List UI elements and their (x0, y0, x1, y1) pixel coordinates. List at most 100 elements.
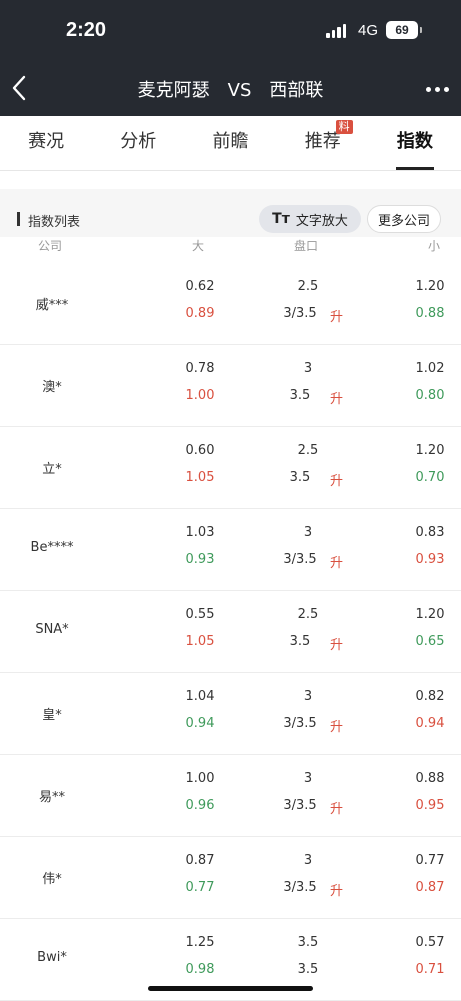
table-row[interactable]: 皇* 1.04 0.94 3 3/3.5 升 0.82 0.94 (0, 673, 461, 755)
text-zoom-button[interactable]: Tт 文字放大 (259, 205, 361, 233)
handicap-trend: 升 (330, 884, 344, 899)
handicap-current: 3.5 (289, 388, 311, 403)
big-odds-current: 0.94 (185, 716, 215, 731)
handicap-trend: 升 (330, 556, 344, 571)
tab-label: 指数 (396, 131, 433, 152)
handicap-initial: 3.5 (297, 935, 319, 950)
small-odds-current: 0.70 (415, 470, 445, 485)
handicap-initial: 2.5 (297, 443, 319, 458)
nav-bar: 麦克阿瑟 VS 西部联 (0, 60, 461, 116)
big-odds-initial: 1.04 (185, 689, 215, 704)
status-time: 2:20 (66, 19, 107, 41)
big-odds-current: 0.93 (185, 552, 215, 567)
handicap-initial: 3 (303, 689, 313, 704)
tab-bar: 赛况 分析 前瞻 推荐料 指数 (0, 116, 461, 171)
table-row[interactable]: SNA* 0.55 1.05 2.5 3.5 升 1.20 0.65 (0, 591, 461, 673)
handicap-initial: 3 (303, 771, 313, 786)
section-marker (17, 212, 20, 226)
big-odds-current: 0.77 (185, 880, 215, 895)
col-small: 小 (428, 239, 441, 253)
more-options-icon[interactable] (426, 87, 449, 92)
big-odds-initial: 0.87 (185, 853, 215, 868)
table-row[interactable]: 澳* 0.78 1.00 3 3.5 升 1.02 0.80 (0, 345, 461, 427)
home-team: 麦克阿瑟 (137, 80, 210, 101)
small-odds-initial: 0.82 (415, 689, 445, 704)
handicap-current: 3.5 (289, 470, 311, 485)
big-odds-current: 0.96 (185, 798, 215, 813)
section-header: 指数列表 Tт 文字放大 更多公司 (0, 189, 461, 237)
table-row[interactable]: 威*** 0.62 0.89 2.5 3/3.5 升 1.20 0.88 (0, 263, 461, 345)
small-odds-current: 0.71 (415, 962, 445, 977)
home-indicator (148, 986, 313, 991)
col-handicap: 盘口 (294, 239, 319, 253)
tab-live[interactable]: 赛况 (0, 116, 92, 170)
column-header: 公司 大 盘口 小 (0, 237, 461, 263)
company-name: SNA* (35, 622, 69, 637)
company-name: 澳* (42, 380, 62, 395)
table-row[interactable]: Be**** 1.03 0.93 3 3/3.5 升 0.83 0.93 (0, 509, 461, 591)
handicap-trend: 升 (330, 474, 344, 489)
small-odds-initial: 0.57 (415, 935, 445, 950)
big-odds-initial: 0.55 (185, 607, 215, 622)
handicap-current: 3.5 (297, 962, 319, 977)
company-name: 皇* (42, 708, 62, 723)
handicap-initial: 2.5 (297, 607, 319, 622)
status-bar: 2:20 4G 69 (0, 0, 461, 60)
big-odds-initial: 1.00 (185, 771, 215, 786)
small-odds-initial: 1.20 (415, 607, 445, 622)
handicap-initial: 3 (303, 361, 313, 376)
handicap-current: 3/3.5 (283, 306, 317, 321)
tab-label: 前瞻 (212, 131, 249, 152)
match-title: 麦克阿瑟 VS 西部联 (0, 76, 461, 102)
handicap-current: 3/3.5 (283, 716, 317, 731)
small-odds-initial: 1.02 (415, 361, 445, 376)
back-arrow-icon[interactable] (8, 72, 32, 104)
handicap-current: 3/3.5 (283, 880, 317, 895)
handicap-trend: 升 (330, 720, 344, 735)
tab-analysis[interactable]: 分析 (92, 116, 184, 170)
handicap-trend: 升 (330, 802, 344, 817)
handicap-current: 3.5 (289, 634, 311, 649)
odds-table: 威*** 0.62 0.89 2.5 3/3.5 升 1.20 0.88 澳* 0.78 1.00 3… (0, 263, 461, 1001)
small-odds-current: 0.95 (415, 798, 445, 813)
col-big: 大 (192, 239, 205, 253)
company-name: Bwi* (37, 950, 67, 965)
table-row[interactable]: 立* 0.60 1.05 2.5 3.5 升 1.20 0.70 (0, 427, 461, 509)
small-odds-current: 0.94 (415, 716, 445, 731)
spacer (0, 171, 461, 189)
tab-label: 分析 (120, 131, 157, 152)
handicap-trend: 升 (330, 392, 344, 407)
company-name: 易** (38, 790, 65, 805)
text-size-icon: Tт (272, 211, 290, 227)
small-odds-initial: 1.20 (415, 443, 445, 458)
table-row[interactable]: 伟* 0.87 0.77 3 3/3.5 升 0.77 0.87 (0, 837, 461, 919)
tab-label: 推荐 (304, 131, 341, 152)
section-title: 指数列表 (28, 215, 81, 230)
handicap-initial: 3 (303, 525, 313, 540)
tab-recommend[interactable]: 推荐料 (277, 116, 369, 170)
big-odds-initial: 1.03 (185, 525, 215, 540)
table-row[interactable]: 易** 1.00 0.96 3 3/3.5 升 0.88 0.95 (0, 755, 461, 837)
small-odds-initial: 0.77 (415, 853, 445, 868)
company-name: Be**** (30, 540, 74, 555)
battery-icon: 69 (386, 21, 422, 39)
handicap-initial: 2.5 (297, 279, 319, 294)
small-odds-current: 0.88 (415, 306, 445, 321)
company-name: 威*** (35, 298, 69, 313)
small-odds-initial: 1.20 (415, 279, 445, 294)
vs-label: VS (227, 80, 252, 101)
small-odds-current: 0.93 (415, 552, 445, 567)
tab-preview[interactable]: 前瞻 (184, 116, 276, 170)
big-odds-initial: 0.62 (185, 279, 215, 294)
big-odds-current: 0.89 (185, 306, 215, 321)
handicap-current: 3/3.5 (283, 798, 317, 813)
network-label: 4G (358, 22, 379, 39)
handicap-current: 3/3.5 (283, 552, 317, 567)
small-odds-current: 0.80 (415, 388, 445, 403)
small-odds-current: 0.65 (415, 634, 445, 649)
tab-odds[interactable]: 指数 (369, 116, 461, 170)
big-odds-initial: 0.78 (185, 361, 215, 376)
small-odds-initial: 0.88 (415, 771, 445, 786)
more-companies-button[interactable]: 更多公司 (367, 205, 441, 233)
text-zoom-label: 文字放大 (295, 213, 348, 229)
